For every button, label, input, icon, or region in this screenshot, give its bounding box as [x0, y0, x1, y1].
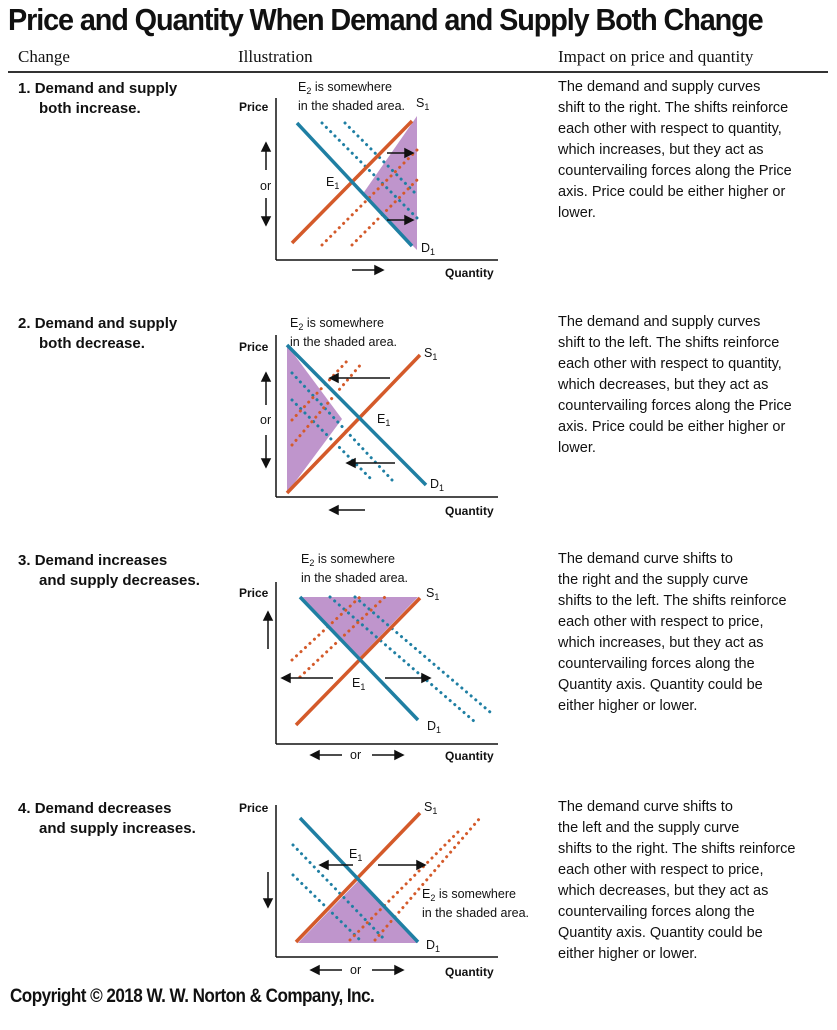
row-1-label-line2: both increase.	[39, 100, 141, 117]
row-3-label: 3. Demand increases	[18, 552, 168, 569]
shaded-area	[298, 881, 418, 943]
copyright-footer: Copyright © 2018 W. W. Norton & Company,…	[10, 986, 375, 1007]
row-3-impact: The demand curve shifts to the right and …	[558, 551, 787, 714]
quantity-axis-label: Quantity	[445, 749, 494, 763]
demand-shifted-2	[290, 398, 374, 482]
row-4-impact: The demand curve shifts to the left and t…	[558, 799, 796, 962]
column-header-illustration: Illustration	[238, 47, 313, 66]
row-3-diagram: Price Quantity or E2 is somewhere in the…	[230, 552, 550, 792]
quantity-direction-arrow	[328, 504, 365, 516]
e2-note: E2 is somewhere in the shaded area.	[298, 80, 406, 113]
demand-label-d1: D1	[430, 477, 445, 493]
demand-shifted-1	[328, 595, 477, 724]
row-4-diagram-graphic	[262, 805, 498, 976]
supply-label-s1: S1	[424, 800, 438, 816]
shift-arrows	[328, 372, 395, 469]
supply-shifted-2	[373, 816, 482, 942]
row-1-label: 1. Demand and supply	[18, 80, 178, 97]
supply-curve-s1	[285, 353, 422, 495]
price-direction-arrows	[260, 371, 272, 469]
row-2-diagram: Price Quantity or E2 is somewhere in the…	[230, 315, 550, 555]
row-2-label: 2. Demand and supply	[18, 315, 178, 332]
supply-label-s1: S1	[426, 586, 440, 602]
header-rule	[8, 71, 828, 73]
supply-shifted-2	[290, 358, 350, 422]
row-2-label-line2: both decrease.	[39, 335, 145, 352]
or-label: or	[350, 963, 362, 977]
equilibrium-label-e1: E1	[377, 412, 391, 428]
row-3-label-line2: and supply decreases.	[39, 572, 200, 589]
supply-shifted-1	[290, 361, 364, 447]
quantity-axis-label: Quantity	[445, 965, 494, 979]
row-4-label: 4. Demand decreases	[18, 800, 172, 817]
price-axis-label: Price	[239, 586, 269, 600]
or-label: or	[260, 413, 272, 427]
row-4-label-line2: and supply increases.	[39, 820, 196, 837]
equilibrium-label-e1: E1	[352, 676, 366, 692]
column-header-impact: Impact on price and quantity	[558, 47, 754, 66]
demand-curve-d1	[285, 343, 428, 487]
supply-shifted-1	[348, 826, 464, 942]
demand-curve-d1	[298, 595, 420, 722]
supply-curve-s1	[294, 596, 422, 727]
demand-shifted-2	[353, 595, 492, 714]
demand-shifted-1	[290, 371, 394, 482]
or-label: or	[350, 748, 362, 762]
e2-note: E2 is somewhere in the shaded area.	[422, 887, 530, 920]
row-1-diagram: Price Quantity or E2 is somewhere in the…	[230, 78, 550, 318]
e2-note: E2 is somewhere in the shaded area.	[290, 316, 398, 349]
row-4-diagram: Price Quantity or E2 is somewhere in the…	[230, 790, 550, 1030]
demand-shifted-1	[343, 121, 419, 197]
supply-shifted-2	[298, 595, 387, 679]
shift-arrows	[318, 859, 427, 871]
quantity-axis-label: Quantity	[445, 504, 494, 518]
demand-label-d1: D1	[426, 938, 441, 954]
supply-label-s1: S1	[416, 96, 430, 112]
price-axis-label: Price	[239, 100, 269, 114]
row-3-diagram-graphic	[262, 582, 498, 761]
column-header-change: Change	[18, 47, 70, 66]
price-direction-arrows	[260, 141, 272, 227]
row-2-impact: The demand and supply curves shift to the…	[558, 314, 792, 456]
supply-label-s1: S1	[424, 346, 438, 362]
price-direction-arrow	[262, 610, 274, 649]
demand-curve-d1	[295, 121, 414, 248]
or-label: or	[260, 179, 272, 193]
price-direction-arrow	[262, 872, 274, 909]
row-1-diagram-graphic	[260, 98, 498, 276]
row-1-impact: The demand and supply curves shift to the…	[558, 79, 792, 221]
demand-label-d1: D1	[421, 241, 436, 257]
shift-arrows	[280, 672, 432, 684]
shift-arrows	[387, 147, 415, 226]
e2-note: E2 is somewhere in the shaded area.	[301, 552, 409, 585]
price-axis-label: Price	[239, 340, 269, 354]
demand-label-d1: D1	[427, 719, 442, 735]
equilibrium-label-e1: E1	[349, 847, 363, 863]
supply-shifted-1	[320, 148, 419, 247]
quantity-direction-arrow	[352, 264, 385, 276]
quantity-axis-label: Quantity	[445, 266, 494, 280]
row-2-diagram-graphic	[260, 335, 498, 516]
quantity-direction-arrows	[309, 749, 405, 761]
demand-shifted-2	[320, 121, 419, 220]
demand-shifted-1	[291, 843, 387, 942]
quantity-direction-arrows	[309, 964, 405, 976]
price-axis-label: Price	[239, 801, 269, 815]
shaded-area	[300, 597, 418, 659]
page-title: Price and Quantity When Demand and Suppl…	[8, 2, 764, 37]
shaded-area	[362, 116, 417, 250]
demand-curve-d1	[298, 816, 420, 944]
equilibrium-label-e1: E1	[326, 175, 340, 191]
